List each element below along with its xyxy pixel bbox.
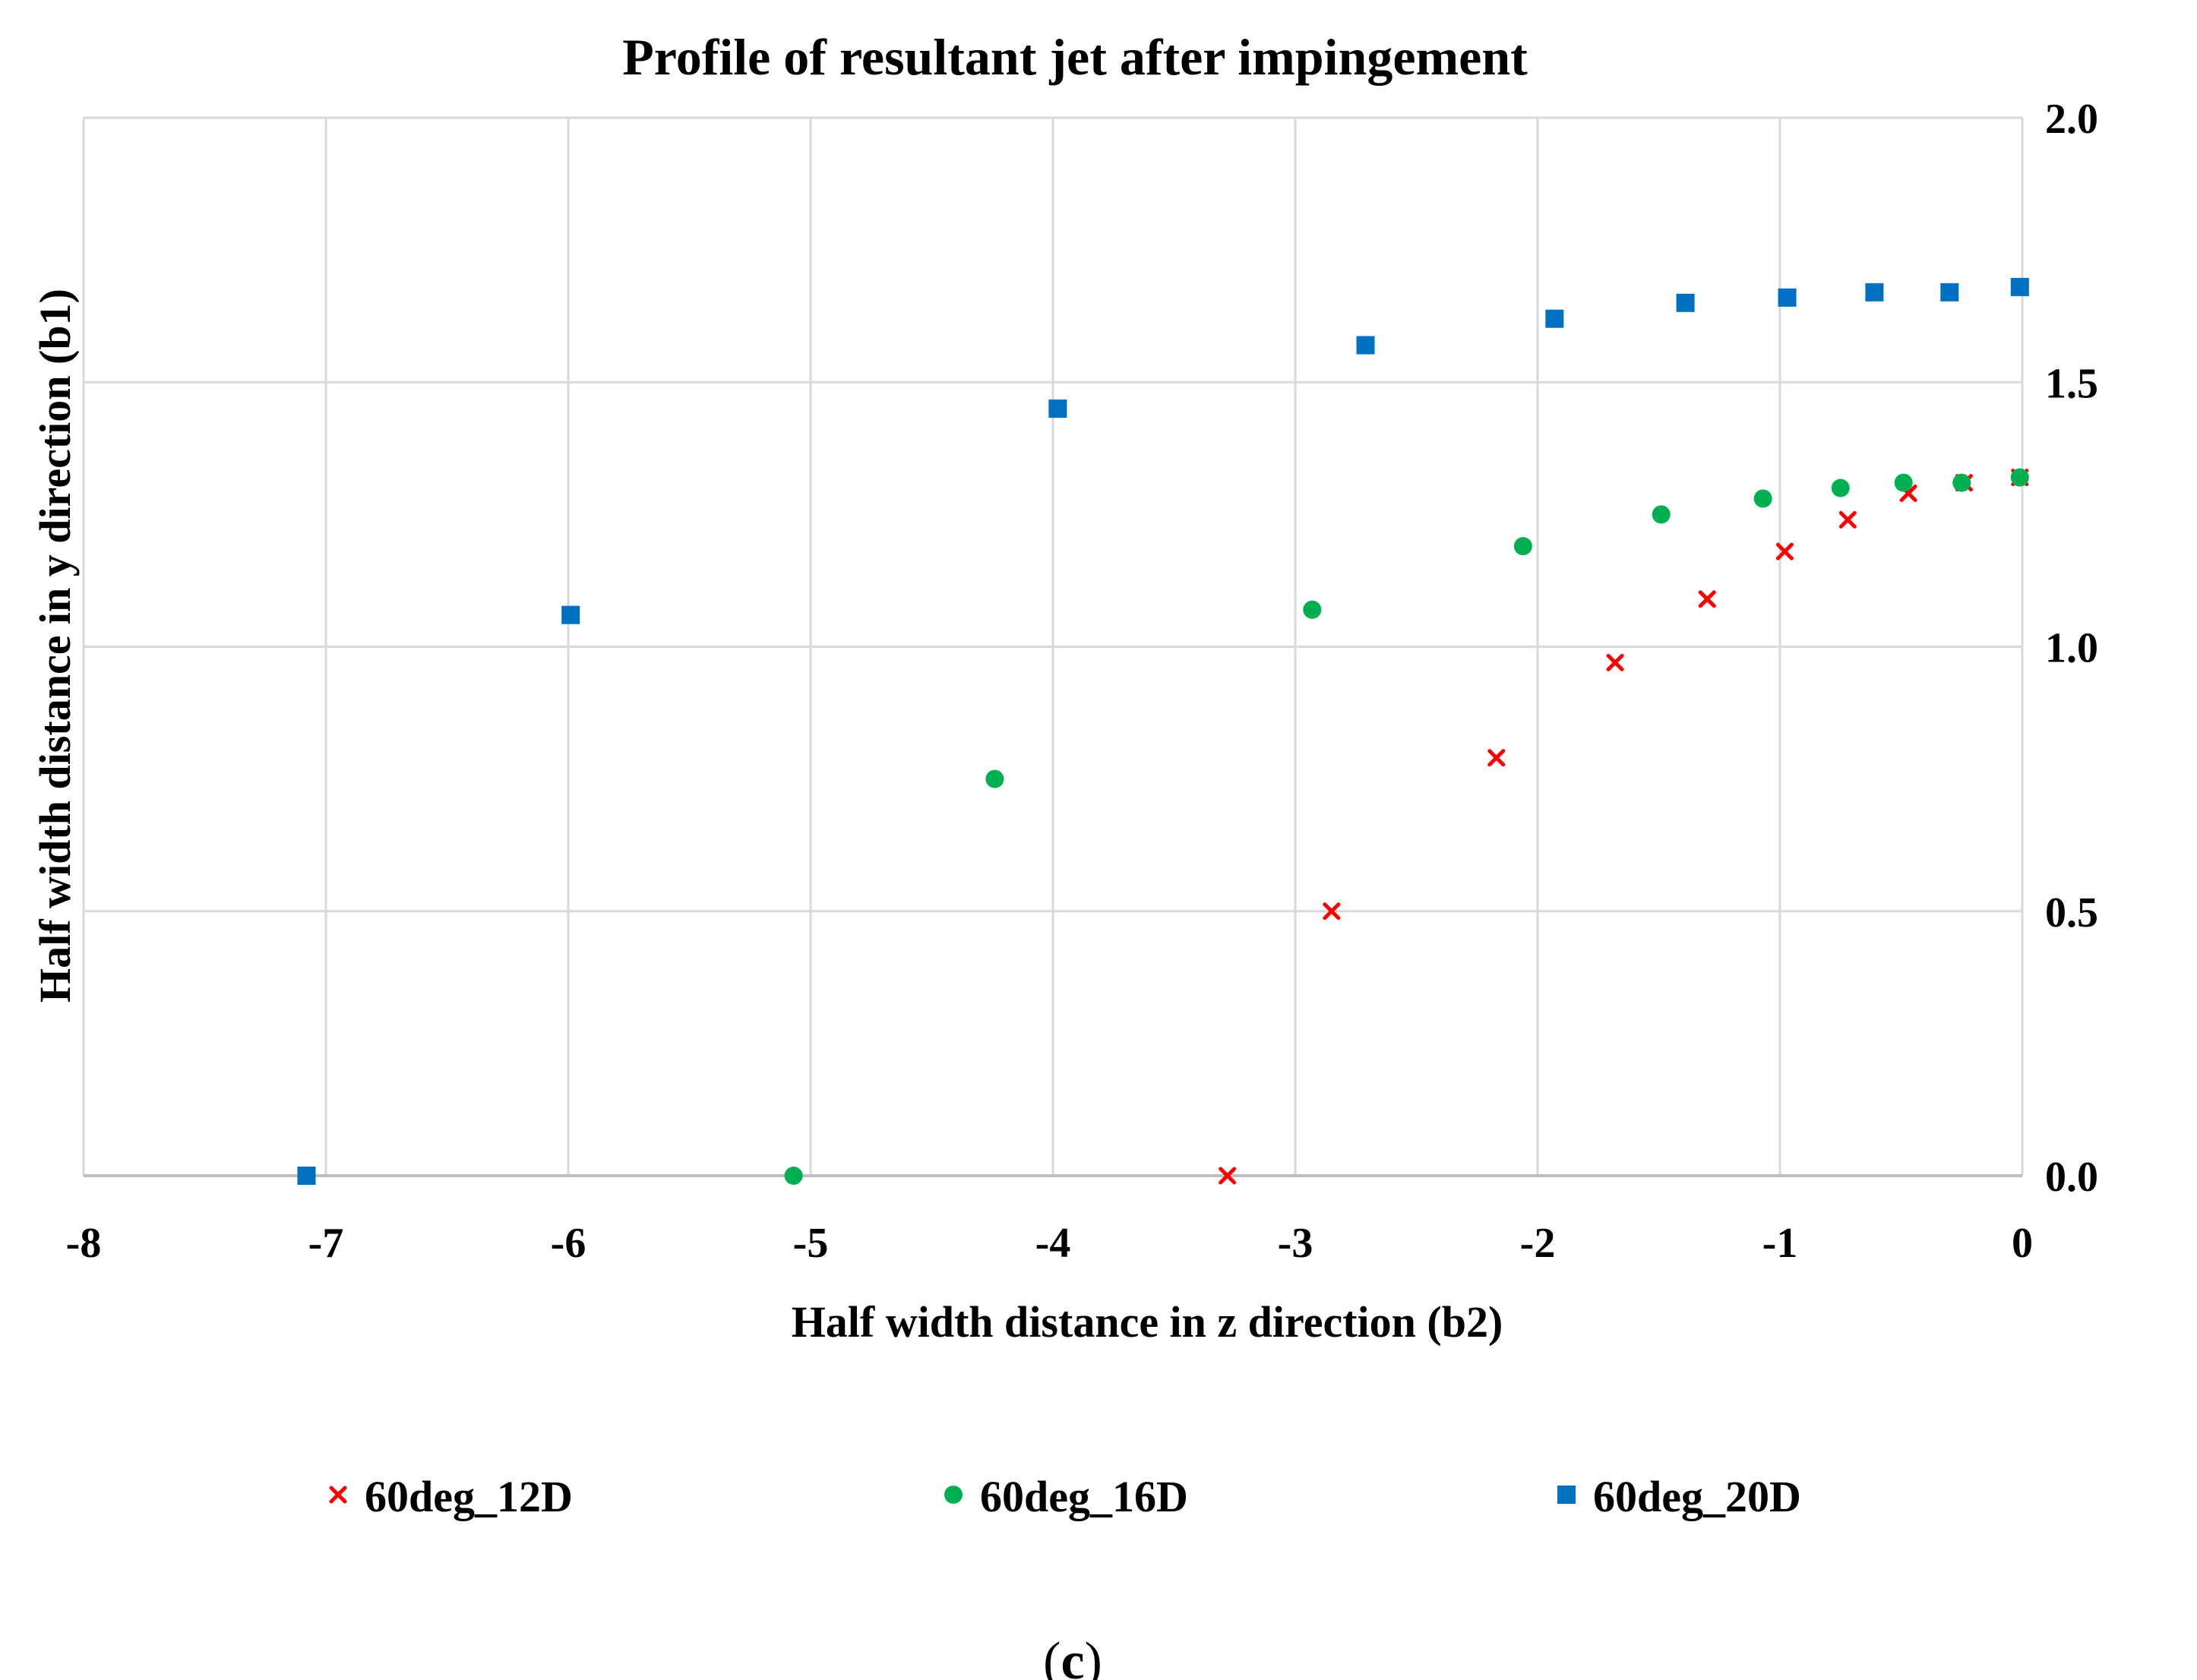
data-point bbox=[2010, 277, 2029, 296]
series-60deg_16D bbox=[784, 468, 2029, 1185]
legend-marker bbox=[944, 1486, 963, 1504]
data-point bbox=[1940, 283, 1959, 302]
data-point bbox=[1606, 653, 1624, 671]
legend-item: 60deg_12D bbox=[329, 1472, 573, 1521]
legend-label: 60deg_20D bbox=[1593, 1472, 1801, 1521]
y-axis-title: Half width distance in y direction (b1) bbox=[30, 289, 80, 1003]
x-tick-label: -3 bbox=[1278, 1220, 1313, 1267]
chart-title: Profile of resultant jet after impingeme… bbox=[622, 28, 1528, 86]
x-axis-ticks: -8 -7 -6 -5 -4 -3 -2 -1 0 bbox=[66, 1220, 2033, 1267]
x-tick-label: -2 bbox=[1520, 1220, 1556, 1267]
grid bbox=[82, 116, 2024, 1177]
x-tick-label: -4 bbox=[1035, 1220, 1071, 1267]
y-tick-label: 0.5 bbox=[2045, 889, 2098, 936]
x-tick-label: -1 bbox=[1762, 1220, 1798, 1267]
data-point bbox=[784, 1167, 803, 1185]
data-point bbox=[2010, 468, 2029, 487]
data-point bbox=[561, 605, 580, 624]
data-point bbox=[297, 1167, 316, 1185]
data-point bbox=[1775, 542, 1794, 561]
legend-marker bbox=[1557, 1486, 1576, 1504]
legend-item: 60deg_16D bbox=[944, 1472, 1188, 1521]
data-point bbox=[1513, 537, 1532, 556]
legend-label: 60deg_16D bbox=[980, 1472, 1188, 1521]
data-point bbox=[1323, 902, 1341, 921]
data-point bbox=[1048, 399, 1067, 418]
legend-item: 60deg_20D bbox=[1557, 1472, 1801, 1521]
x-tick-label: -8 bbox=[66, 1220, 102, 1267]
data-points bbox=[297, 277, 2029, 1185]
y-tick-label: 0.0 bbox=[2045, 1154, 2098, 1201]
data-point bbox=[1652, 505, 1671, 524]
y-axis-ticks: 0.0 0.5 1.0 1.5 2.0 bbox=[2045, 96, 2098, 1201]
data-point bbox=[1303, 600, 1322, 619]
x-tick-label: 0 bbox=[2012, 1220, 2033, 1267]
data-point bbox=[1698, 590, 1716, 608]
legend-label: 60deg_12D bbox=[365, 1472, 573, 1521]
panel-label: (c) bbox=[1043, 1632, 1102, 1680]
data-point bbox=[1865, 283, 1884, 302]
data-point bbox=[1952, 473, 1971, 492]
y-tick-label: 2.0 bbox=[2045, 96, 2098, 143]
y-tick-label: 1.0 bbox=[2045, 625, 2098, 672]
data-point bbox=[1545, 309, 1564, 328]
data-point bbox=[1219, 1167, 1237, 1185]
x-tick-label: -7 bbox=[308, 1220, 344, 1267]
panel-label-letter: c bbox=[1061, 1632, 1084, 1680]
legend-marker bbox=[329, 1486, 347, 1504]
data-point bbox=[1676, 293, 1695, 312]
data-point bbox=[1487, 749, 1506, 767]
x-tick-label: -6 bbox=[551, 1220, 586, 1267]
data-point bbox=[985, 769, 1004, 788]
data-point bbox=[1778, 288, 1797, 307]
series-60deg_20D bbox=[297, 277, 2029, 1185]
x-tick-label: -5 bbox=[793, 1220, 829, 1267]
data-point bbox=[1831, 478, 1850, 497]
data-point bbox=[1894, 473, 1913, 492]
data-point bbox=[1356, 336, 1375, 355]
panel-label-open: ( bbox=[1043, 1632, 1061, 1680]
data-point bbox=[1753, 489, 1772, 508]
y-tick-label: 1.5 bbox=[2045, 360, 2098, 407]
data-point bbox=[1838, 510, 1857, 529]
series-60deg_12D bbox=[1219, 469, 2029, 1185]
x-axis-title: Half width distance in z direction (b2) bbox=[792, 1297, 1503, 1347]
panel-label-close: ) bbox=[1085, 1632, 1102, 1680]
legend: 60deg_12D 60deg_16D 60deg_20D bbox=[329, 1472, 1801, 1521]
